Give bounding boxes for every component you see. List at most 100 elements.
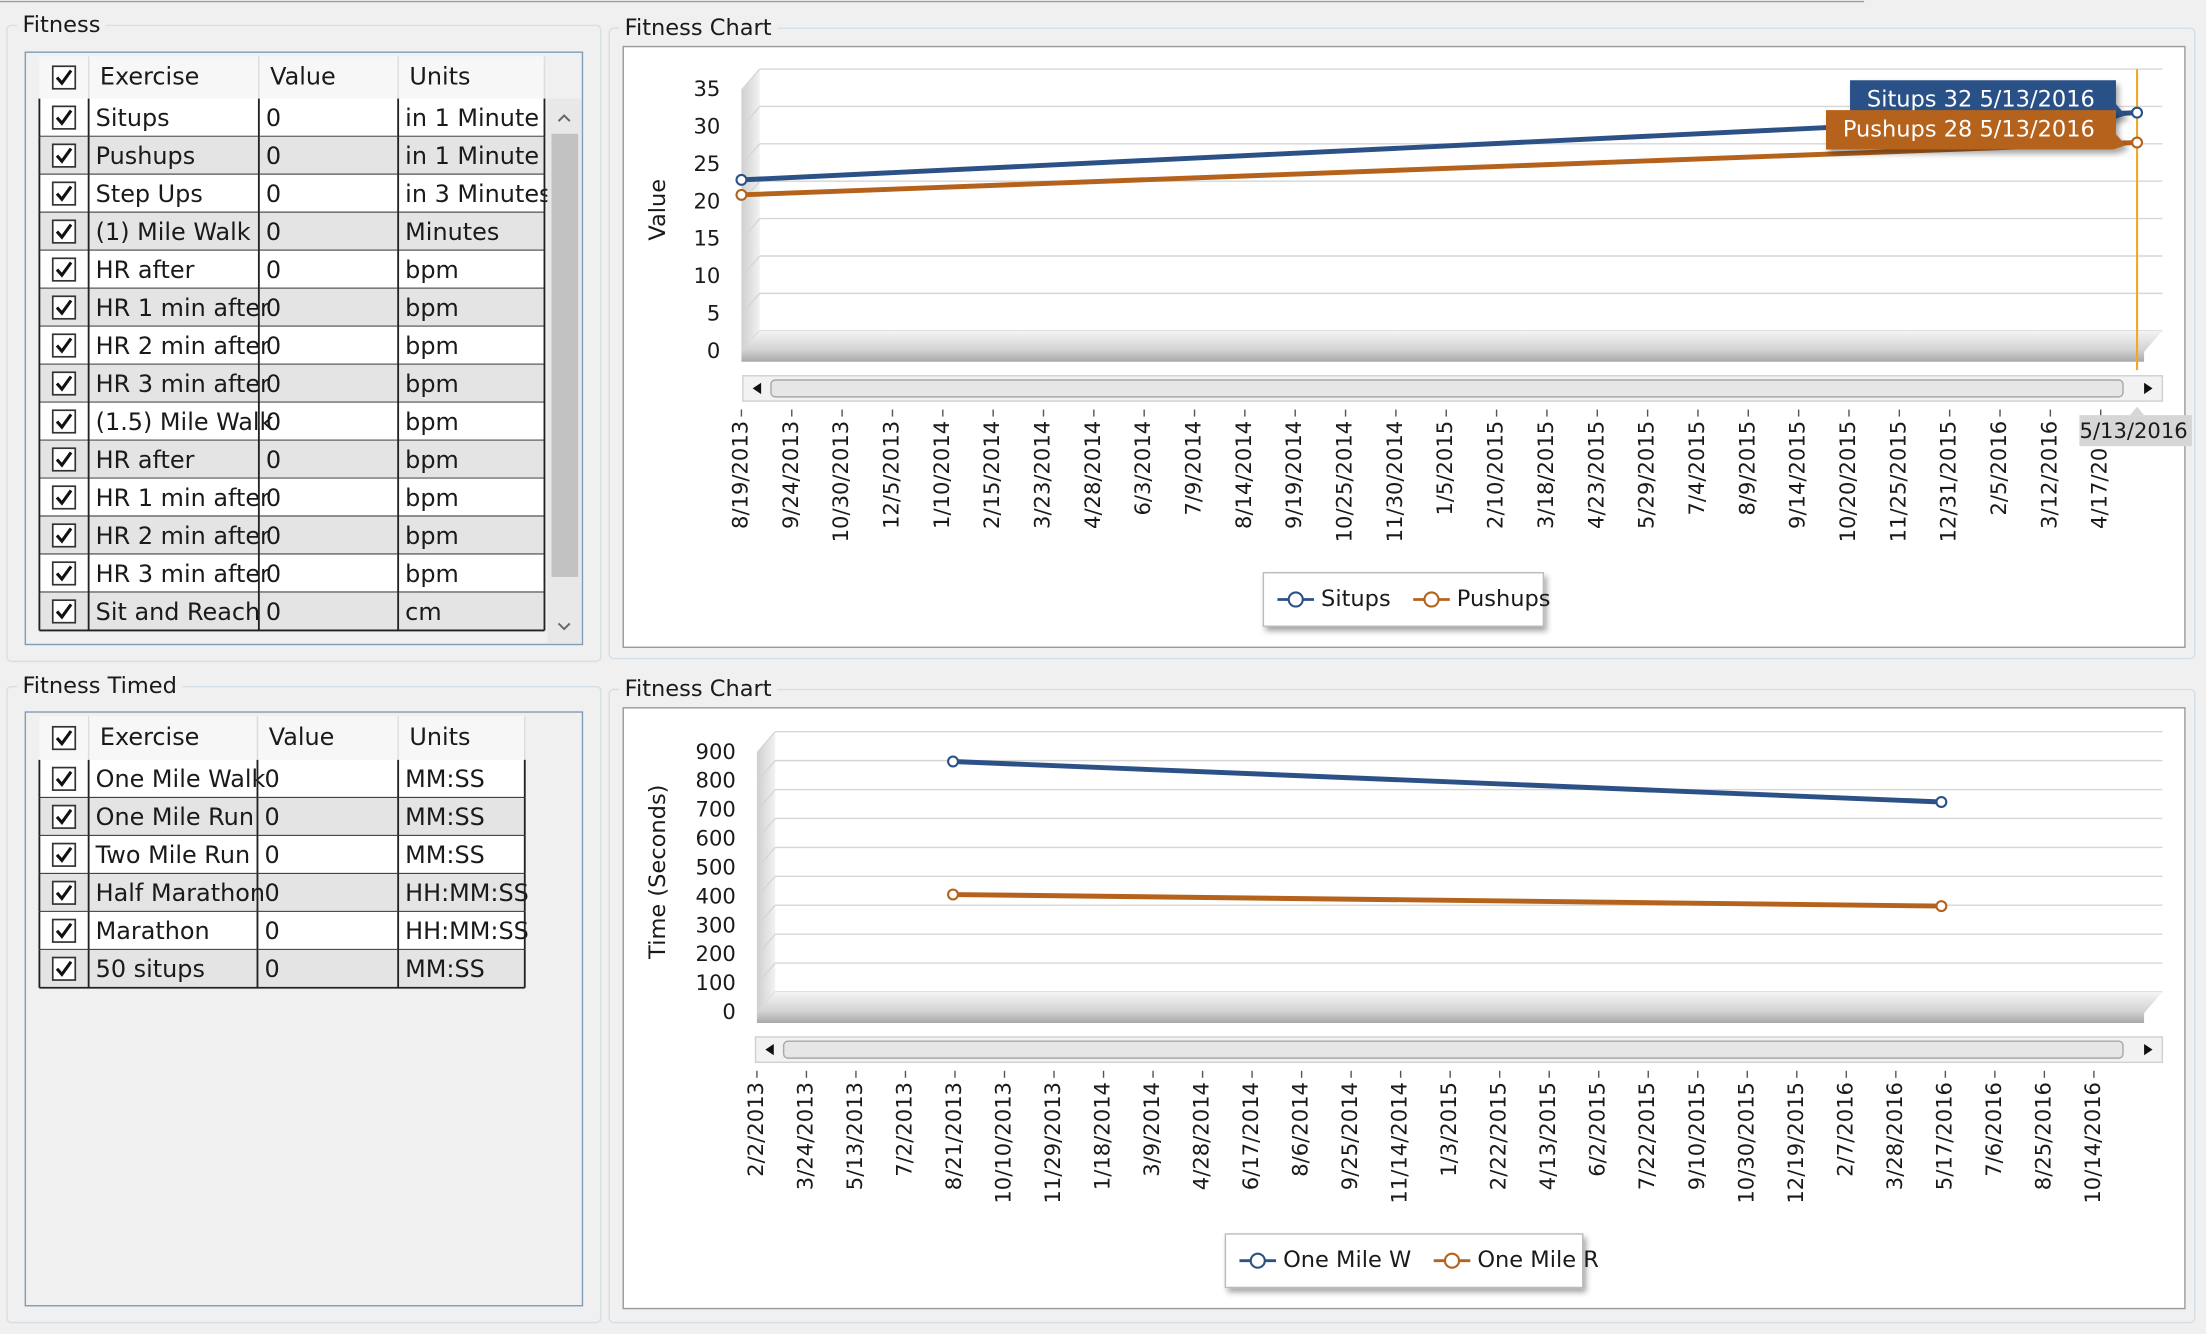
checkbox[interactable] bbox=[51, 371, 77, 396]
table-cell[interactable]: 0 bbox=[266, 484, 281, 512]
table-row[interactable] bbox=[39, 212, 545, 251]
checkbox[interactable] bbox=[51, 105, 77, 130]
table-cell[interactable]: bpm bbox=[405, 294, 459, 322]
table-cell[interactable]: 0 bbox=[266, 560, 281, 588]
table-cell[interactable]: bpm bbox=[405, 408, 459, 436]
table-row[interactable] bbox=[39, 136, 545, 175]
scrollbar-thumb[interactable] bbox=[551, 133, 579, 577]
table-cell[interactable]: One Mile Run bbox=[96, 803, 254, 831]
table-cell[interactable]: HR after bbox=[96, 446, 195, 474]
legend-label[interactable]: Situps bbox=[1321, 586, 1391, 612]
column-header[interactable]: Units bbox=[409, 723, 470, 751]
table-row[interactable] bbox=[39, 250, 545, 289]
table-row[interactable] bbox=[39, 835, 525, 874]
table-cell[interactable]: 0 bbox=[266, 408, 281, 436]
table-cell[interactable]: Minutes bbox=[405, 218, 499, 246]
table-row[interactable] bbox=[39, 174, 545, 213]
table-cell[interactable]: Half Marathon bbox=[96, 879, 265, 907]
table-cell[interactable]: HR after bbox=[96, 256, 195, 284]
table-cell[interactable]: MM:SS bbox=[405, 841, 485, 869]
table-row[interactable] bbox=[39, 949, 525, 988]
column-header[interactable]: Exercise bbox=[100, 723, 199, 751]
table-row[interactable] bbox=[39, 364, 545, 403]
table-row[interactable] bbox=[39, 402, 545, 441]
table-cell[interactable]: 50 situps bbox=[96, 955, 205, 983]
checkbox[interactable] bbox=[51, 333, 77, 358]
table-cell[interactable]: 0 bbox=[266, 598, 281, 626]
column-header[interactable]: Value bbox=[270, 63, 336, 91]
table-cell[interactable]: MM:SS bbox=[405, 803, 485, 831]
table-cell[interactable]: HH:MM:SS bbox=[405, 917, 529, 945]
table-row[interactable] bbox=[39, 478, 545, 517]
table-cell[interactable]: MM:SS bbox=[405, 955, 485, 983]
table-cell[interactable]: 0 bbox=[266, 142, 281, 170]
checkbox[interactable] bbox=[51, 918, 77, 943]
column-header[interactable]: Exercise bbox=[100, 63, 199, 91]
table-cell[interactable]: in 1 Minute bbox=[405, 142, 539, 170]
checkbox[interactable] bbox=[51, 295, 77, 320]
scroll-left[interactable] bbox=[765, 1044, 774, 1056]
checkbox[interactable] bbox=[51, 725, 77, 751]
checkbox[interactable] bbox=[51, 523, 77, 548]
table-cell[interactable]: 0 bbox=[264, 879, 279, 907]
table-row[interactable] bbox=[39, 592, 545, 631]
table-cell[interactable]: 0 bbox=[264, 803, 279, 831]
checkbox[interactable] bbox=[51, 766, 77, 791]
scroll-left[interactable] bbox=[752, 382, 762, 395]
table-row[interactable] bbox=[39, 326, 545, 365]
scroll-up[interactable] bbox=[557, 114, 571, 122]
table-cell[interactable]: bpm bbox=[405, 446, 459, 474]
table-cell[interactable]: bpm bbox=[405, 332, 459, 360]
table-row[interactable] bbox=[39, 98, 545, 137]
table-cell[interactable]: Situps bbox=[96, 104, 170, 132]
checkbox[interactable] bbox=[51, 842, 77, 867]
table-cell[interactable]: 0 bbox=[266, 104, 281, 132]
table-cell[interactable]: HR 1 min after bbox=[96, 294, 270, 322]
table-cell[interactable]: HR 1 min after bbox=[96, 484, 270, 512]
table-cell[interactable]: bpm bbox=[405, 560, 459, 588]
legend-label[interactable]: One Mile R bbox=[1477, 1247, 1599, 1273]
checkbox[interactable] bbox=[51, 956, 77, 981]
checkbox[interactable] bbox=[51, 219, 77, 244]
table-cell[interactable]: in 3 Minutes bbox=[405, 180, 551, 208]
table-cell[interactable]: 0 bbox=[264, 841, 279, 869]
table-cell[interactable]: bpm bbox=[405, 522, 459, 550]
scroll-right[interactable] bbox=[2144, 382, 2153, 395]
table-cell[interactable]: 0 bbox=[266, 218, 281, 246]
table-row[interactable] bbox=[39, 516, 545, 555]
table-cell[interactable]: (1.5) Mile Walk bbox=[96, 408, 274, 436]
table-cell[interactable]: HR 2 min after bbox=[96, 332, 270, 360]
checkbox[interactable] bbox=[51, 65, 77, 90]
table-row[interactable] bbox=[39, 554, 545, 593]
table-cell[interactable]: 0 bbox=[264, 955, 279, 983]
table-cell[interactable]: HH:MM:SS bbox=[405, 879, 529, 907]
checkbox[interactable] bbox=[51, 485, 77, 510]
legend-label[interactable]: One Mile W bbox=[1283, 1247, 1411, 1273]
table-cell[interactable]: 0 bbox=[266, 332, 281, 360]
chart-scrollbar-thumb[interactable] bbox=[770, 379, 2124, 398]
table-cell[interactable]: in 1 Minute bbox=[405, 104, 539, 132]
table-cell[interactable]: 0 bbox=[266, 256, 281, 284]
table-cell[interactable]: cm bbox=[405, 598, 441, 626]
checkbox[interactable] bbox=[51, 804, 77, 829]
table-cell[interactable]: Sit and Reach bbox=[96, 598, 261, 626]
scroll-down[interactable] bbox=[557, 622, 571, 631]
table-row[interactable] bbox=[39, 873, 525, 912]
table-cell[interactable]: bpm bbox=[405, 370, 459, 398]
checkbox[interactable] bbox=[51, 447, 77, 472]
table-cell[interactable]: MM:SS bbox=[405, 765, 485, 793]
table-cell[interactable]: HR 3 min after bbox=[96, 560, 270, 588]
checkbox[interactable] bbox=[51, 561, 77, 586]
table-cell[interactable]: Marathon bbox=[96, 917, 210, 945]
checkbox[interactable] bbox=[51, 880, 77, 905]
table-cell[interactable]: 0 bbox=[266, 180, 281, 208]
table-row[interactable] bbox=[39, 440, 545, 479]
table-cell[interactable]: One Mile Walk bbox=[96, 765, 266, 793]
checkbox[interactable] bbox=[51, 143, 77, 168]
table-cell[interactable]: 0 bbox=[266, 370, 281, 398]
checkbox[interactable] bbox=[51, 257, 77, 282]
table-cell[interactable]: 0 bbox=[264, 917, 279, 945]
table-cell[interactable]: 0 bbox=[266, 446, 281, 474]
table-cell[interactable]: 0 bbox=[266, 522, 281, 550]
table-cell[interactable]: HR 2 min after bbox=[96, 522, 270, 550]
